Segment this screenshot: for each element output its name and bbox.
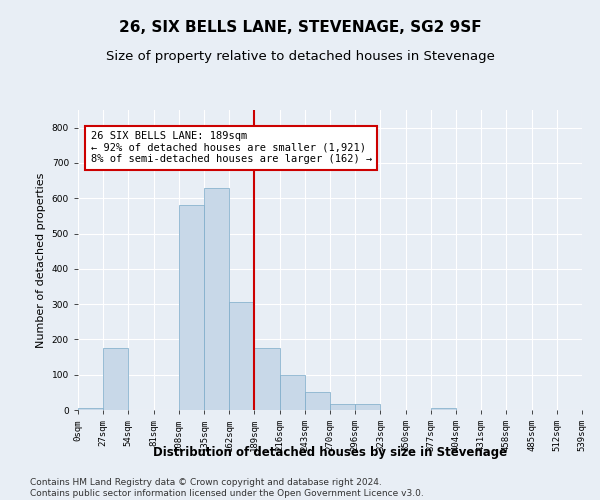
Bar xyxy=(330,404,355,410)
Bar xyxy=(103,348,128,410)
Text: 26, SIX BELLS LANE, STEVENAGE, SG2 9SF: 26, SIX BELLS LANE, STEVENAGE, SG2 9SF xyxy=(119,20,481,35)
Y-axis label: Number of detached properties: Number of detached properties xyxy=(36,172,46,348)
Bar xyxy=(254,348,280,410)
Bar xyxy=(280,374,305,410)
Bar xyxy=(179,206,204,410)
Text: Contains HM Land Registry data © Crown copyright and database right 2024.
Contai: Contains HM Land Registry data © Crown c… xyxy=(30,478,424,498)
Bar xyxy=(431,408,456,410)
Bar xyxy=(204,188,229,410)
Bar xyxy=(78,408,103,410)
Text: Size of property relative to detached houses in Stevenage: Size of property relative to detached ho… xyxy=(106,50,494,63)
Bar xyxy=(355,404,380,410)
Text: Distribution of detached houses by size in Stevenage: Distribution of detached houses by size … xyxy=(153,446,507,459)
Bar xyxy=(229,302,254,410)
Bar xyxy=(305,392,330,410)
Text: 26 SIX BELLS LANE: 189sqm
← 92% of detached houses are smaller (1,921)
8% of sem: 26 SIX BELLS LANE: 189sqm ← 92% of detac… xyxy=(91,131,372,164)
